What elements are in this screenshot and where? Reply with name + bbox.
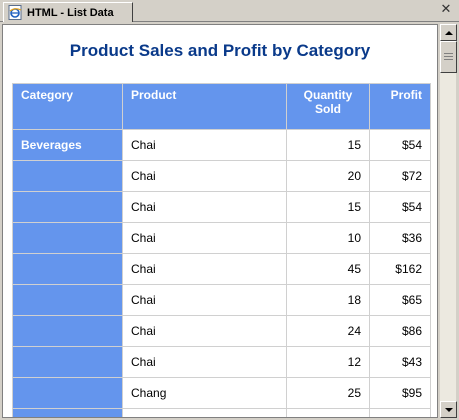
cell-profit: $72 xyxy=(369,160,431,192)
cell-product: Chai xyxy=(122,346,287,378)
header-product: Product xyxy=(122,83,287,130)
ie-page-icon xyxy=(8,5,22,20)
cell-quantity: 18 xyxy=(286,284,370,316)
cell-quantity: 25 xyxy=(286,377,370,409)
tab-html-list-data[interactable]: HTML - List Data xyxy=(3,2,133,22)
cell-profit: $86 xyxy=(369,315,431,347)
cell-category xyxy=(12,346,123,378)
cell-profit: $36 xyxy=(369,222,431,254)
cell-profit: $95 xyxy=(369,377,431,409)
tab-bar: HTML - List Data ✕ xyxy=(0,0,459,22)
cell-profit: $162 xyxy=(369,253,431,285)
scroll-thumb[interactable] xyxy=(440,41,457,73)
close-icon[interactable]: ✕ xyxy=(440,2,452,17)
arrow-up-icon xyxy=(444,30,453,35)
scroll-down-button[interactable] xyxy=(440,401,457,418)
cell-category xyxy=(12,160,123,192)
cell-category xyxy=(12,191,123,223)
table-row: Chai 15 $54 xyxy=(12,191,431,223)
cell-profit: $54 xyxy=(369,129,431,161)
cell-profit: $65 xyxy=(369,284,431,316)
cell-quantity: 12 xyxy=(286,346,370,378)
table-row: Chang 25 $95 xyxy=(12,377,431,409)
cell-category xyxy=(12,253,123,285)
cell-product: Chai xyxy=(122,222,287,254)
header-profit: Profit xyxy=(369,83,431,130)
cell-product: Chai xyxy=(122,191,287,223)
cell-profit: $54 xyxy=(369,191,431,223)
tab-label: HTML - List Data xyxy=(27,6,114,19)
table-row: Chai 18 $65 xyxy=(12,284,431,316)
report-table: Category Product Quantity Sold Profit Be… xyxy=(12,83,431,417)
cell-quantity: 45 xyxy=(286,253,370,285)
cell-quantity: 10 xyxy=(286,222,370,254)
cell-profit: $43 xyxy=(369,346,431,378)
cell-product xyxy=(122,408,287,417)
table-row: Chai 24 $86 xyxy=(12,315,431,347)
header-category: Category xyxy=(12,83,123,130)
header-quantity-label: Quantity Sold xyxy=(303,88,353,116)
grip-line xyxy=(444,53,453,54)
cell-category xyxy=(12,222,123,254)
table-row: Chai 10 $36 xyxy=(12,222,431,254)
cell-quantity: 20 xyxy=(286,160,370,192)
header-quantity: Quantity Sold xyxy=(286,83,370,130)
cell-product: Chang xyxy=(122,377,287,409)
scroll-up-button[interactable] xyxy=(440,24,457,41)
table-row: Chai 20 $72 xyxy=(12,160,431,192)
cell-quantity: 24 xyxy=(286,315,370,347)
table-row: Chai 45 $162 xyxy=(12,253,431,285)
header-row: Category Product Quantity Sold Profit xyxy=(12,83,431,130)
cell-category: Beverages xyxy=(12,129,123,161)
grip-line xyxy=(444,59,453,60)
cell-category xyxy=(12,408,123,417)
cell-category xyxy=(12,377,123,409)
cell-product: Chai xyxy=(122,253,287,285)
table-row: Beverages Chai 15 $54 xyxy=(12,129,431,161)
cell-product: Chai xyxy=(122,315,287,347)
cell-category xyxy=(12,315,123,347)
cell-quantity: 15 xyxy=(286,129,370,161)
table-row: Chai 12 $43 xyxy=(12,346,431,378)
cell-category xyxy=(12,284,123,316)
cell-quantity xyxy=(286,408,370,417)
report-viewport: Product Sales and Profit by Category Cat… xyxy=(2,24,438,418)
cell-product: Chai xyxy=(122,160,287,192)
table-row xyxy=(12,408,431,417)
arrow-down-icon xyxy=(444,407,453,412)
cell-quantity: 15 xyxy=(286,191,370,223)
cell-product: Chai xyxy=(122,129,287,161)
cell-product: Chai xyxy=(122,284,287,316)
cell-profit xyxy=(369,408,431,417)
grip-line xyxy=(444,56,453,57)
vertical-scrollbar[interactable] xyxy=(439,24,457,418)
report-title: Product Sales and Profit by Category xyxy=(69,41,371,60)
